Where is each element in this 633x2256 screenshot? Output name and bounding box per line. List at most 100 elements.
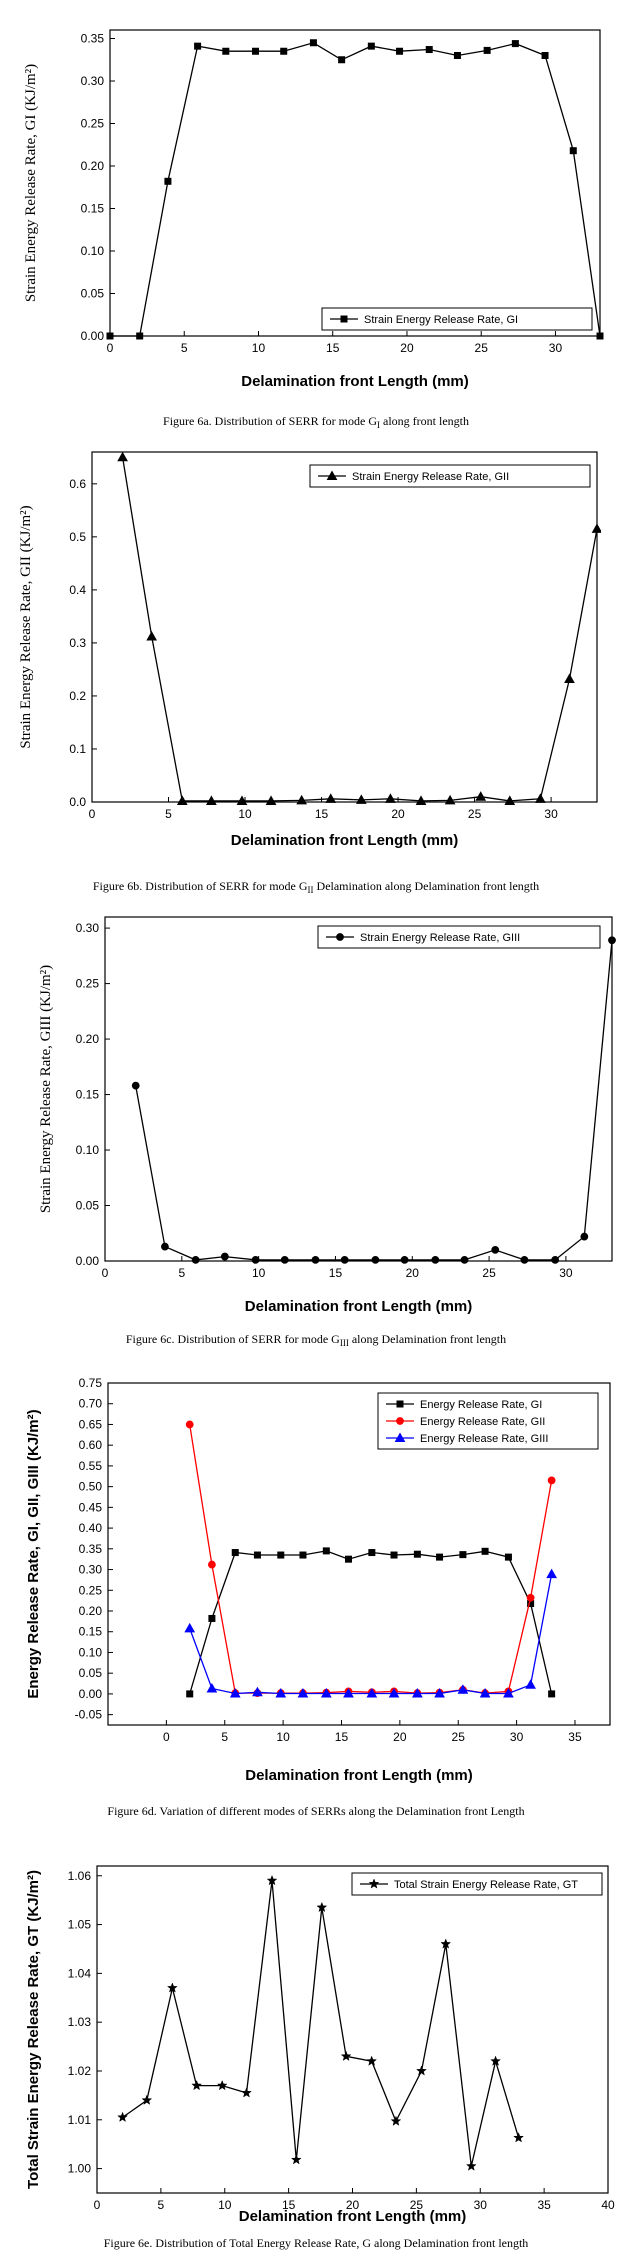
y-tick-label: 1.01 xyxy=(68,2113,92,2127)
x-tick-label: 10 xyxy=(218,2198,232,2212)
y-axis-label: Energy Release Rate, GI, GII, GIII (KJ/m… xyxy=(25,1409,42,1698)
figure-caption: Figure 6d. Variation of different modes … xyxy=(107,1804,524,1818)
data-point xyxy=(299,1551,307,1559)
legend-box xyxy=(377,1392,599,1450)
x-tick-label: 30 xyxy=(544,807,558,821)
series-group xyxy=(117,1874,525,2171)
series-line-1 xyxy=(121,457,598,802)
y-tick-label: 1.06 xyxy=(68,1869,92,1883)
y-tick-label: 0.15 xyxy=(79,1625,103,1639)
data-point xyxy=(390,2115,402,2126)
legend-entry: Strain Energy Release Rate, GII xyxy=(352,471,509,483)
y-tick-label: 0.25 xyxy=(76,977,100,991)
x-tick-label: 10 xyxy=(238,807,252,821)
x-tick-label: 0 xyxy=(89,807,96,821)
y-tick-label: 0.0 xyxy=(69,795,86,809)
figure-caption: Figure 6a. Distribution of SERR for mode… xyxy=(163,414,469,430)
data-point xyxy=(459,1551,467,1559)
legend-marker xyxy=(368,1878,380,1889)
x-tick-label: 5 xyxy=(165,807,172,821)
x-axis-label: Delamination front Length (mm) xyxy=(245,1767,473,1784)
plot-frame xyxy=(109,29,601,337)
data-point xyxy=(368,1549,376,1557)
legend-entry: Energy Release Rate, GIII xyxy=(420,1433,548,1445)
y-tick-label: 0.60 xyxy=(79,1438,103,1452)
x-tick-label: 20 xyxy=(391,807,405,821)
x-axis-label: Delamination front Length (mm) xyxy=(241,373,469,390)
x-tick-label: 15 xyxy=(326,341,340,355)
legend-marker xyxy=(340,315,348,323)
data-point xyxy=(311,1255,320,1264)
figure-caption: Figure 6b. Distribution of SERR for mode… xyxy=(93,879,539,895)
data-point xyxy=(355,794,367,804)
data-point xyxy=(206,1683,218,1693)
y-tick-label: 0.30 xyxy=(79,1563,103,1577)
data-point xyxy=(194,42,202,50)
series-group xyxy=(184,1420,557,1698)
data-point xyxy=(444,794,456,805)
chart-fig6c: 0 5 10 15 20 25 30 0.00 0.05 0.10 0.15 0.20 0.25 0.30… xyxy=(38,916,616,1348)
x-tick-label: 10 xyxy=(276,1730,290,1744)
series-line-1 xyxy=(189,1550,553,1695)
data-point xyxy=(551,1255,560,1264)
data-point xyxy=(146,631,158,641)
data-point xyxy=(297,1687,309,1698)
y-tick-label: 0.35 xyxy=(79,1542,103,1556)
data-point xyxy=(390,1551,398,1559)
x-tick-label: 25 xyxy=(468,807,482,821)
y-tick-label: 0.10 xyxy=(81,244,105,258)
data-point xyxy=(184,1622,196,1633)
y-tick-label: 0.25 xyxy=(79,1583,103,1597)
plot-frame xyxy=(107,1382,611,1726)
x-tick-label: 15 xyxy=(335,1730,349,1744)
data-point xyxy=(475,791,487,801)
data-point xyxy=(236,795,248,805)
data-point xyxy=(340,1255,349,1264)
data-point xyxy=(434,1687,445,1698)
data-point xyxy=(340,2050,352,2061)
data-point xyxy=(591,523,601,533)
data-point xyxy=(344,1555,352,1563)
y-tick-label: 0.65 xyxy=(79,1417,103,1431)
y-tick-label: 1.00 xyxy=(68,2162,92,2176)
figure-caption: Figure 6c. Distribution of SERR for mode… xyxy=(126,1332,506,1348)
data-point xyxy=(176,795,188,805)
data-point xyxy=(481,1547,489,1555)
data-point xyxy=(371,1255,380,1264)
data-point xyxy=(367,42,375,50)
chart-fig6a: 0 5 10 15 20 25 30 0.00 0.05 0.10 0.15 0.20 0.25 0.30… xyxy=(23,29,604,430)
x-tick-label: 30 xyxy=(474,2198,488,2212)
series-line-3 xyxy=(189,1573,553,1695)
data-point xyxy=(229,1687,241,1698)
x-tick-label: 10 xyxy=(252,1266,266,1280)
legend-entry: Strain Energy Release Rate, GIII xyxy=(360,932,520,944)
data-point xyxy=(569,147,577,155)
series-line-1 xyxy=(110,42,601,337)
data-point xyxy=(117,2111,128,2122)
y-tick-label: 0.40 xyxy=(79,1521,103,1535)
legend-box xyxy=(351,1872,603,1896)
y-tick-label: 0.20 xyxy=(79,1604,103,1618)
data-point xyxy=(546,1568,557,1579)
data-point xyxy=(541,52,549,59)
x-tick-label: 20 xyxy=(393,1730,407,1744)
x-tick-label: 10 xyxy=(252,341,266,355)
data-point xyxy=(208,1560,216,1569)
data-point xyxy=(131,1081,140,1090)
x-tick-label: 5 xyxy=(221,1730,228,1744)
y-tick-label: 0.1 xyxy=(69,742,86,756)
x-tick-label: 15 xyxy=(329,1266,343,1280)
legend-entry: Energy Release Rate, GII xyxy=(420,1416,545,1428)
y-tick-label: 0.25 xyxy=(81,117,105,131)
data-point xyxy=(520,1255,529,1264)
data-point xyxy=(431,1255,440,1264)
data-point xyxy=(440,1938,452,1949)
data-point xyxy=(322,1547,330,1555)
data-point xyxy=(388,1687,400,1698)
data-point xyxy=(277,1551,285,1559)
data-point xyxy=(385,793,396,803)
series-group xyxy=(131,936,616,1264)
data-point xyxy=(366,2055,378,2066)
y-tick-label: 0.20 xyxy=(81,159,105,173)
x-axis-label: Delamination front Length (mm) xyxy=(245,1298,473,1315)
